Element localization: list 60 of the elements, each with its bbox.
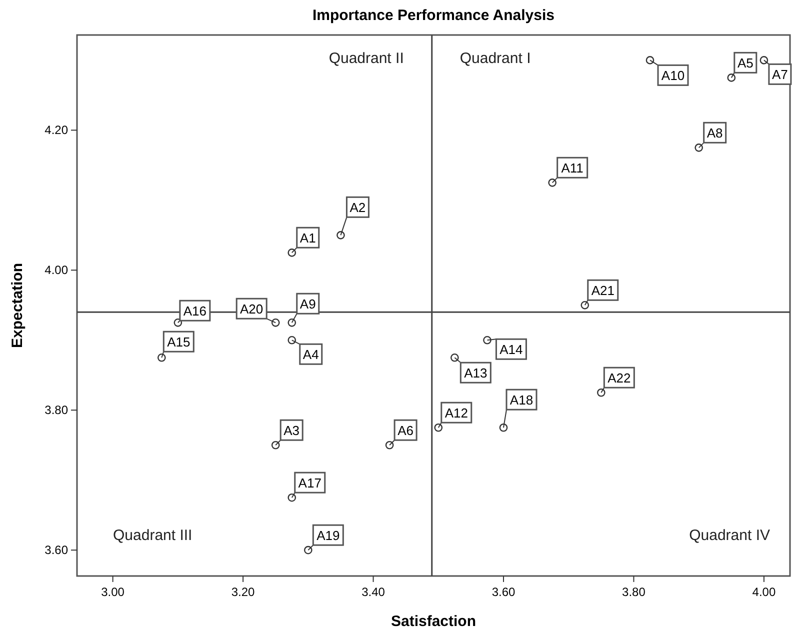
point <box>271 440 280 450</box>
annotation: A18 <box>510 392 534 408</box>
y-tick-label: 3.80 <box>44 403 68 418</box>
annotation: A15 <box>167 334 190 350</box>
point <box>434 423 443 432</box>
annotation: A11 <box>561 160 584 176</box>
annotation: A20 <box>240 302 264 317</box>
annotation: A4 <box>302 347 319 362</box>
annotation: A3 <box>284 423 300 438</box>
annotation: A14 <box>500 342 523 358</box>
point <box>288 336 296 344</box>
annotation: A17 <box>298 476 322 491</box>
annotation: A12 <box>444 406 468 421</box>
annotation: A16 <box>183 304 206 319</box>
annotation: A2 <box>350 200 366 216</box>
point <box>548 178 556 187</box>
x-tick-label: 3.40 <box>362 585 386 599</box>
point <box>760 56 768 64</box>
annotation: A8 <box>706 126 723 141</box>
point <box>597 388 606 397</box>
point <box>271 318 280 327</box>
point <box>580 300 590 310</box>
annotation: A10 <box>661 68 685 84</box>
point <box>450 353 459 362</box>
point <box>288 248 296 257</box>
point <box>174 318 182 327</box>
annotation: A6 <box>398 423 414 438</box>
x-tick-label: 4.00 <box>752 585 776 599</box>
point <box>694 144 704 152</box>
annotation: Quadrant II <box>328 50 404 67</box>
point <box>288 493 296 502</box>
chart-title: Importance Performance Analysis <box>312 7 555 24</box>
point <box>157 353 166 362</box>
annotation: A21 <box>591 283 614 298</box>
point <box>646 56 654 64</box>
point <box>483 336 492 344</box>
x-tick-label: 3.20 <box>231 585 256 599</box>
x-axis-title: Satisfaction <box>390 613 476 630</box>
point <box>727 74 736 82</box>
y-tick-label: 4.20 <box>44 123 68 138</box>
x-tick-label: 3.60 <box>492 585 516 599</box>
y-axis-title: Expectation <box>9 262 26 348</box>
point <box>336 231 345 240</box>
annotation: A19 <box>316 528 340 544</box>
annotation: Quadrant I <box>460 50 531 67</box>
x-tick-label: 3.00 <box>101 585 125 599</box>
y-tick-label: 4.00 <box>44 263 68 278</box>
annotation: A5 <box>737 56 754 71</box>
annotation: A13 <box>464 366 488 381</box>
annotation: A9 <box>300 296 316 312</box>
annotation: A1 <box>300 230 316 246</box>
point <box>304 546 312 554</box>
y-tick-label: 3.60 <box>44 543 68 558</box>
point <box>499 423 508 432</box>
annotation: Quadrant IV <box>689 527 770 544</box>
point <box>288 318 296 327</box>
annotation: A7 <box>772 67 788 82</box>
x-tick-label: 3.80 <box>622 585 646 599</box>
annotation: Quadrant III <box>113 527 192 544</box>
annotation: A22 <box>608 370 631 386</box>
